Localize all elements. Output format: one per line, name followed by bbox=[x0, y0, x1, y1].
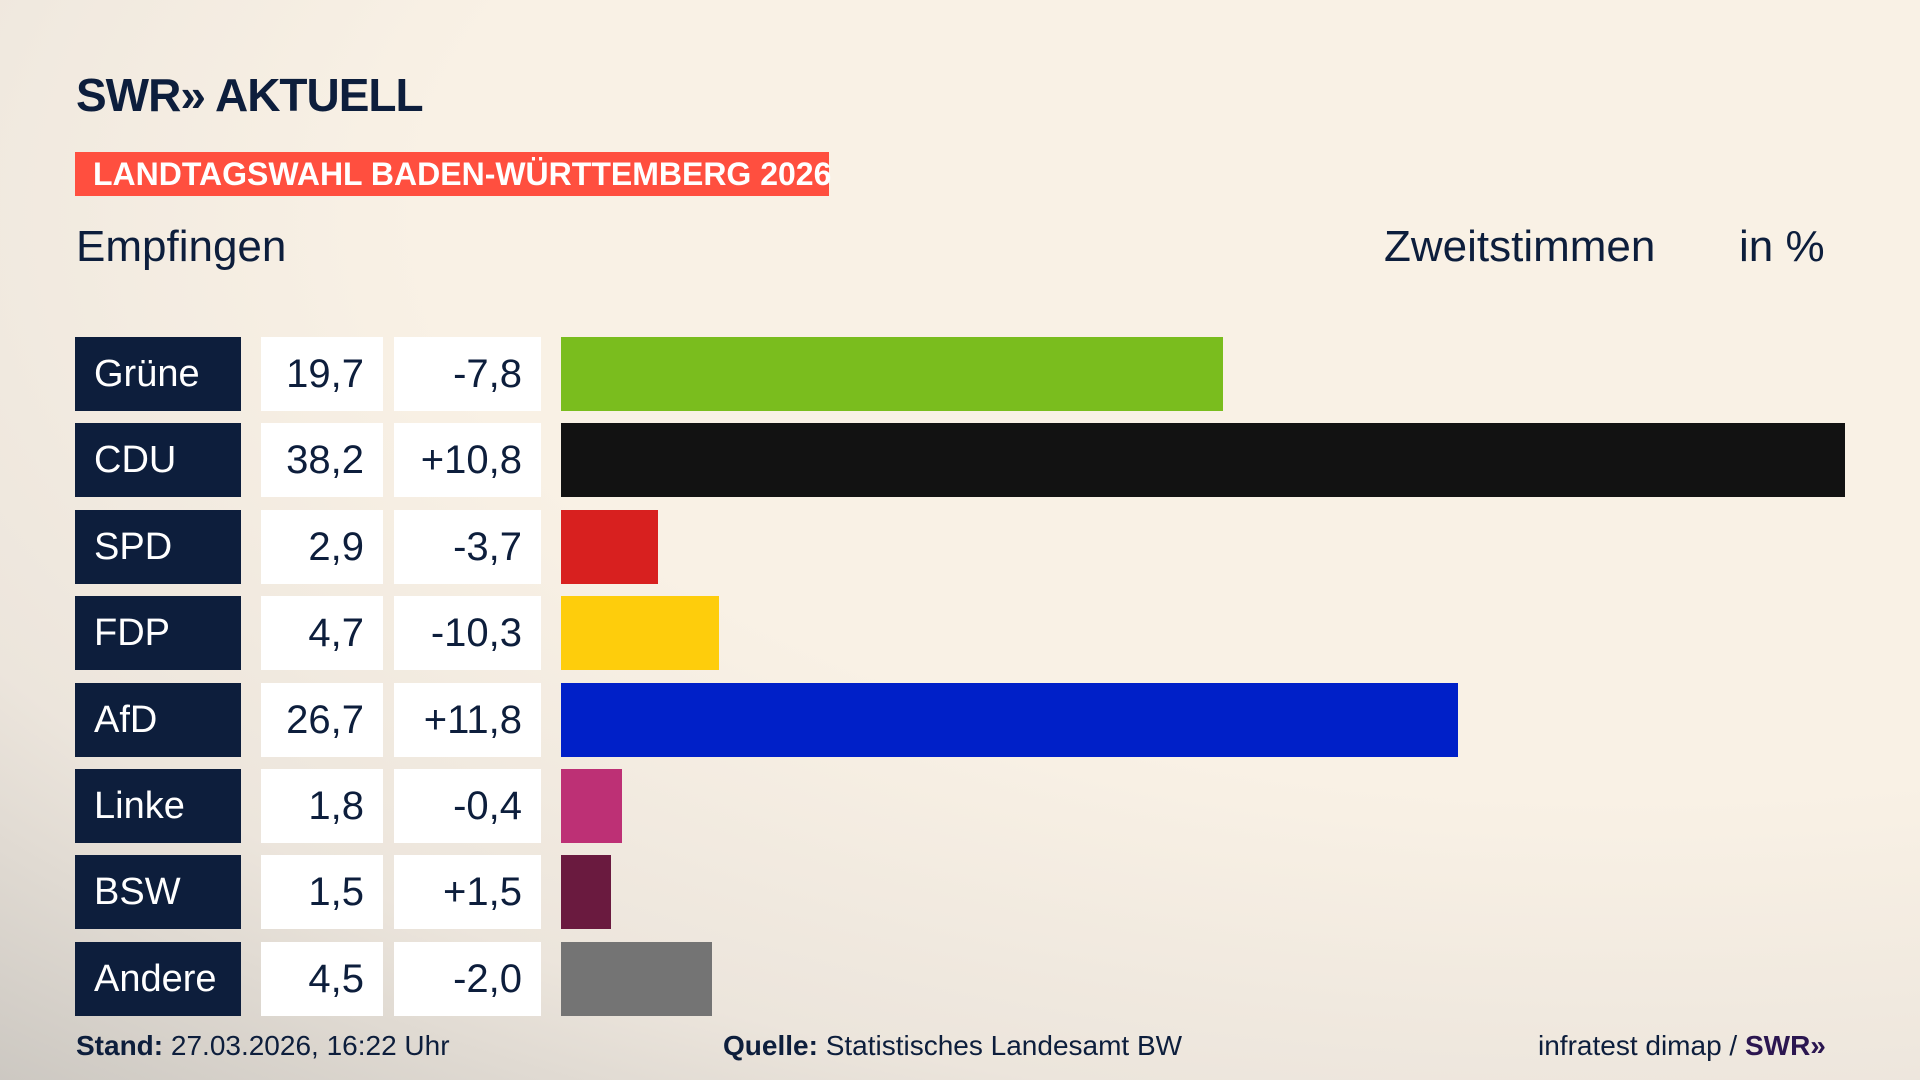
credit: infratest dimap / SWR» bbox=[1538, 1030, 1826, 1062]
result-row: BSW 1,5 +1,5 bbox=[0, 855, 1920, 930]
result-row: SPD 2,9 -3,7 bbox=[0, 509, 1920, 584]
party-label: FDP bbox=[75, 596, 241, 671]
party-label: BSW bbox=[75, 855, 241, 930]
result-row: FDP 4,7 -10,3 bbox=[0, 596, 1920, 671]
value-label: 4,5 bbox=[261, 941, 383, 1016]
bar bbox=[561, 682, 1459, 757]
diff-label: -10,3 bbox=[394, 596, 541, 671]
result-row: Linke 1,8 -0,4 bbox=[0, 769, 1920, 843]
source-label: Quelle: bbox=[723, 1030, 818, 1061]
result-row: Andere 4,5 -2,0 bbox=[0, 941, 1920, 1016]
bar bbox=[561, 509, 659, 584]
stand-value: 27.03.2026, 16:22 Uhr bbox=[170, 1030, 450, 1061]
bar bbox=[561, 596, 719, 671]
party-label: AfD bbox=[75, 682, 241, 757]
diff-label: -2,0 bbox=[394, 941, 541, 1016]
result-row: AfD 26,7 +11,8 bbox=[0, 682, 1920, 757]
election-banner: LANDTAGSWAHL BADEN-WÜRTTEMBERG 2026 bbox=[75, 152, 831, 196]
value-label: 1,5 bbox=[261, 855, 383, 930]
source-value: Statistisches Landesamt BW bbox=[825, 1030, 1183, 1061]
diff-label: +10,8 bbox=[394, 423, 541, 498]
credit-text: infratest dimap / bbox=[1538, 1030, 1745, 1061]
value-label: 38,2 bbox=[261, 423, 383, 498]
value-label: 2,9 bbox=[261, 509, 383, 584]
bar bbox=[561, 423, 1845, 498]
result-row: Grüne 19,7 -7,8 bbox=[0, 337, 1920, 411]
value-label: 19,7 bbox=[261, 337, 383, 411]
bar bbox=[561, 337, 1224, 411]
diff-label: -0,4 bbox=[394, 769, 541, 843]
value-label: 1,8 bbox=[261, 769, 383, 843]
party-label: CDU bbox=[75, 423, 241, 498]
unit-label: in % bbox=[1739, 222, 1825, 271]
stand-label: Stand: bbox=[76, 1030, 164, 1061]
result-row: CDU 38,2 +10,8 bbox=[0, 423, 1920, 498]
swr-logo: SWR» bbox=[1744, 1030, 1826, 1061]
diff-label: +11,8 bbox=[394, 682, 541, 757]
diff-label: -7,8 bbox=[394, 337, 541, 411]
value-label: 4,7 bbox=[261, 596, 383, 671]
party-label: Grüne bbox=[75, 337, 241, 411]
bar bbox=[561, 941, 713, 1016]
party-label: SPD bbox=[75, 509, 241, 584]
value-label: 26,7 bbox=[261, 682, 383, 757]
diff-label: +1,5 bbox=[394, 855, 541, 930]
diff-label: -3,7 bbox=[394, 509, 541, 584]
bar bbox=[561, 769, 622, 843]
party-label: Andere bbox=[75, 941, 241, 1016]
place-title: Empfingen bbox=[76, 222, 287, 271]
swr-aktuell-logo: SWR» AKTUELL bbox=[76, 69, 424, 121]
bar bbox=[561, 855, 612, 930]
source: Quelle: Statistisches Landesamt BW bbox=[723, 1030, 1182, 1062]
metric-label: Zweitstimmen bbox=[1384, 222, 1656, 271]
party-label: Linke bbox=[75, 769, 241, 843]
timestamp: Stand: 27.03.2026, 16:22 Uhr bbox=[76, 1030, 450, 1062]
